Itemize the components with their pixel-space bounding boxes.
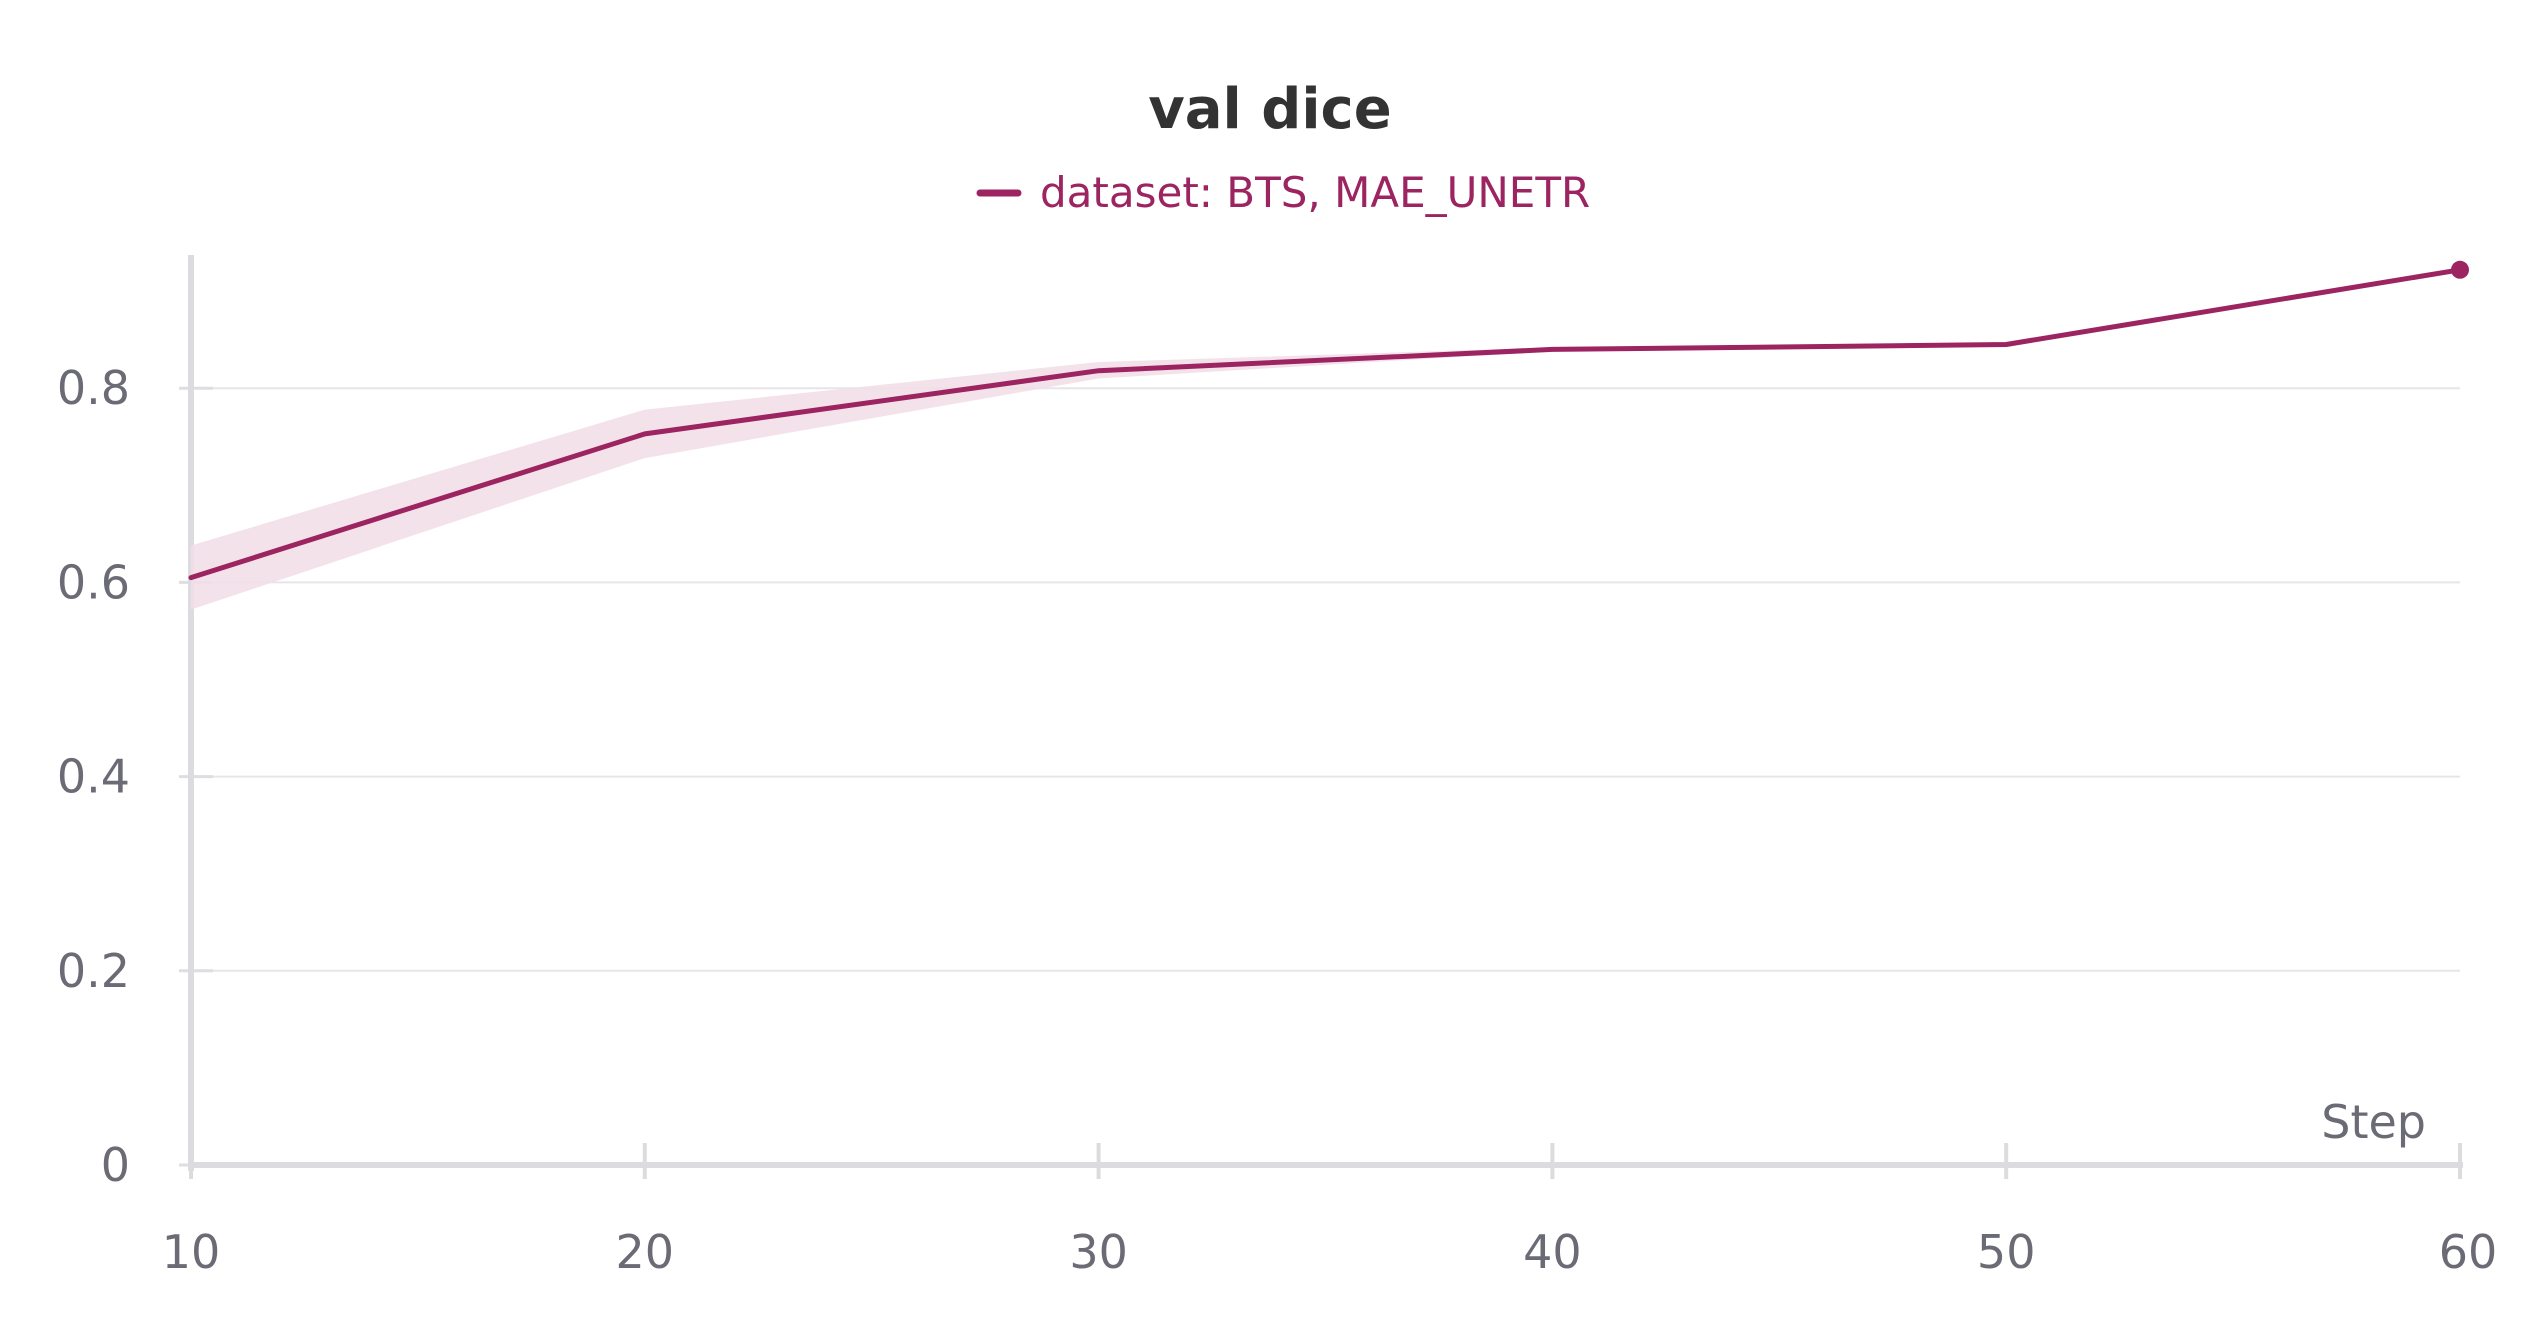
y-tick-label: 0 [101,1138,130,1192]
y-tick-label: 0.2 [57,944,130,998]
confidence-bands [191,268,2460,610]
series-end-marker [2451,260,2469,279]
legend-item: dataset: BTS, MAE_UNETR [976,168,1590,217]
y-tick-label: 0.8 [57,361,130,415]
legend: dataset: BTS, MAE_UNETR [976,168,1590,217]
y-tick-labels: 0 0.2 0.4 0.6 0.8 [57,361,130,1192]
series-band [191,268,2460,610]
x-tick-label: 10 [162,1225,221,1279]
y-tick-label: 0.4 [57,750,130,804]
x-tick-label: 20 [616,1225,675,1279]
legend-label: dataset: BTS, MAE_UNETR [1040,168,1590,217]
x-tick-label: 60 [2439,1225,2498,1279]
x-tick-labels: 10 20 30 40 50 60 [162,1225,2498,1279]
x-tick-label: 40 [1523,1225,1582,1279]
chart-title: val dice [1148,77,1391,142]
series-line [188,267,2463,581]
y-tick-label: 0.6 [57,555,130,609]
grid-lines [191,387,2460,972]
axes [179,255,2463,1179]
x-axis-title: Step [2321,1095,2426,1149]
x-tick-label: 50 [1977,1225,2036,1279]
series-lines [188,260,2469,581]
x-tick-label: 30 [1069,1225,1128,1279]
